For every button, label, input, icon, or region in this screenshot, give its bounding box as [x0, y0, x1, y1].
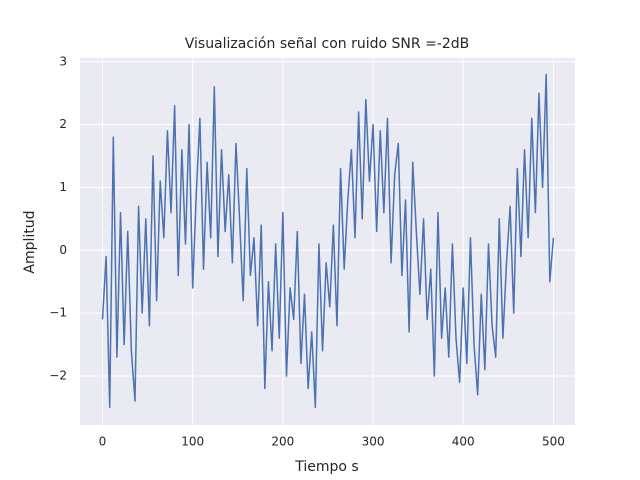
plot-area	[80, 58, 575, 425]
y-axis-label: Amplitud	[22, 210, 38, 273]
x-tick-label: 200	[271, 435, 294, 449]
x-tick-label: 100	[181, 435, 204, 449]
y-tick-label: −2	[49, 368, 67, 382]
x-axis-label: Tiempo s	[294, 459, 358, 475]
y-tick-label: 2	[59, 117, 67, 131]
y-tick-label: 0	[59, 243, 67, 257]
x-tick-label: 0	[99, 435, 107, 449]
data-line	[101, 73, 555, 409]
x-tick-label: 400	[452, 435, 475, 449]
y-tick-label: −1	[49, 306, 67, 320]
chart-title: Visualización señal con ruido SNR =-2dB	[185, 36, 470, 52]
y-tick-label: 1	[59, 180, 67, 194]
x-tick-label: 500	[542, 435, 565, 449]
x-tick-label: 300	[362, 435, 385, 449]
y-tick-label: 3	[59, 54, 67, 68]
